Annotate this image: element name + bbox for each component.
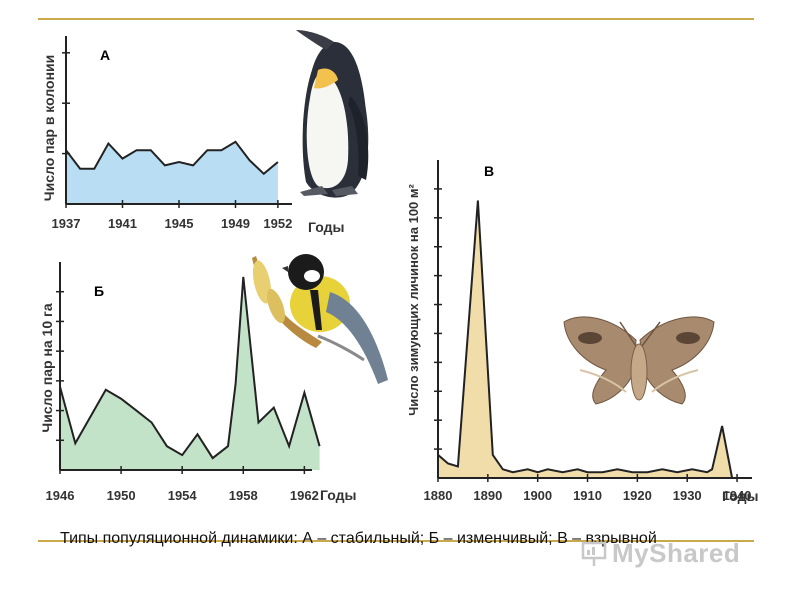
penguin-illustration: [296, 30, 369, 198]
chart-panel-a: 1937 1941 1945 1949 1952 А Число пар в колон…: [41, 36, 344, 235]
chart-a-x-tick-label-2: 1945: [165, 216, 194, 231]
chart-b-ticks: 1946 1950 1954 1958 1962: [46, 290, 319, 503]
chart-b-x-tick-label-3: 1958: [229, 488, 258, 503]
chart-c-x-tick-label-1: 1890: [473, 488, 502, 503]
chart-b-panel-letter: Б: [94, 283, 104, 299]
watermark-text: MyShared: [612, 538, 741, 568]
chart-a-x-tick-label-0: 1937: [52, 216, 81, 231]
chart-c-x-tick-label-5: 1930: [673, 488, 702, 503]
chart-c-x-tick-label-2: 1900: [523, 488, 552, 503]
chart-a-ylabel: Число пар в колонии: [41, 55, 57, 202]
chart-b-x-tick-label-2: 1954: [168, 488, 198, 503]
presentation-board-icon: [581, 541, 607, 566]
chart-a-x-tick-label-3: 1949: [221, 216, 250, 231]
chart-b-x-tick-label-0: 1946: [46, 488, 75, 503]
chart-c-x-tick-label-0: 1880: [424, 488, 453, 503]
chart-b-line: [59, 276, 321, 460]
chart-a-panel-letter: А: [100, 47, 110, 63]
chart-b-ylabel: Число пар на 10 га: [39, 303, 55, 432]
bottom-rule: [38, 540, 754, 542]
chart-c-ylabel: Число зимующих личинок на 100 м²: [406, 183, 421, 415]
chart-b-x-tick-label-1: 1950: [107, 488, 136, 503]
moth-illustration: [563, 316, 715, 405]
chart-panel-c: 1880 1890 1900 1910 1920 1930 1940 В Число зим…: [406, 160, 758, 504]
chart-b-xlabel: Годы: [320, 487, 356, 503]
chart-c-area: [438, 200, 733, 478]
chart-c-xlabel: Годы: [722, 488, 758, 504]
chart-c-x-tick-label-3: 1910: [573, 488, 602, 503]
chart-c-ticks: 1880 1890 1900 1910 1920 1930 1940: [424, 188, 752, 503]
chart-c-x-tick-label-6: 1940: [723, 488, 752, 503]
chart-c-panel-letter: В: [484, 163, 494, 179]
chart-a-area: [66, 141, 278, 204]
top-rule: [38, 18, 754, 20]
chart-a-line: [65, 140, 279, 176]
chart-b-area: [60, 276, 320, 470]
chart-a-ticks: 1937 1941 1945 1949 1952: [52, 52, 292, 231]
chart-a-x-tick-label-4: 1952: [263, 216, 292, 231]
chart-a-x-tick-label-1: 1941: [108, 216, 137, 231]
chart-b-x-tick-label-4: 1962: [290, 488, 319, 503]
tit-bird-illustration: [252, 254, 388, 384]
chart-panel-b: 1946 1950 1954 1958 1962 Б Число пар на 10 г…: [39, 262, 356, 503]
figure-caption: Типы популяционной динамики: А – стабиль…: [60, 530, 657, 547]
chart-a-xlabel: Годы: [308, 219, 344, 235]
chart-c-line: [437, 200, 734, 479]
chart-c-x-tick-label-4: 1920: [623, 488, 652, 503]
